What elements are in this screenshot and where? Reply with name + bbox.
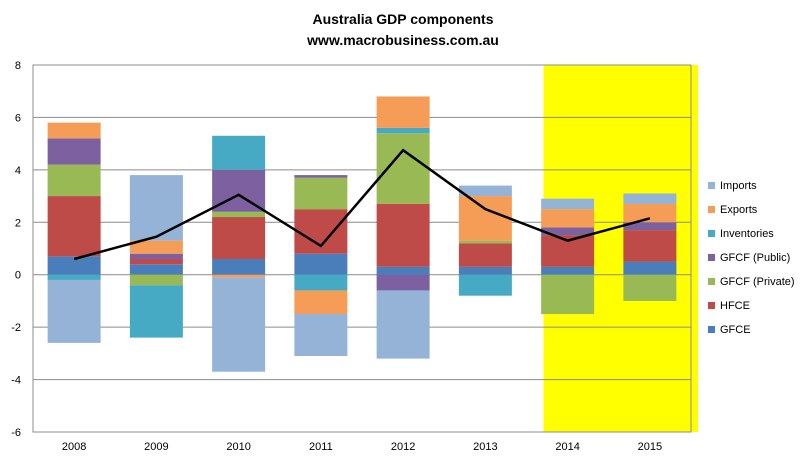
bar-segment-hfce-2009 [129,258,183,265]
bar-segment-inventories-2012 [376,127,430,134]
chart-title: Australia GDP components [312,11,493,27]
bar-segment-exports-2013 [458,196,512,241]
bar-segment-gfcf-private-2009 [129,274,183,286]
y-tick-label: -6 [11,427,21,439]
y-tick-label: -2 [11,322,21,334]
y-tick-label: 8 [15,60,21,72]
legend-swatch-exports [708,206,715,213]
x-tick-label: 2009 [144,441,168,453]
legend-swatch-gfce [708,326,715,333]
bar-segment-gfcf-public-2015 [623,222,677,231]
legend-label-imports: Imports [720,180,757,192]
y-tick-label: -4 [11,375,21,387]
gdp-line-path [73,148,651,261]
bar-segment-imports-2008 [47,279,101,343]
bar-segment-gfcf-public-2011 [294,175,348,178]
bar-segment-gfce-2008 [47,256,101,275]
legend-swatch-hfce [708,302,715,309]
bar-segment-inventories-2009 [129,285,183,338]
bar-segment-gfce-2015 [623,261,677,275]
bar-segment-imports-2010 [212,277,266,372]
gdp-line [73,148,651,261]
bar-segment-gfcf-private-2011 [294,177,348,210]
y-tick-label: 4 [15,165,21,177]
y-tick-label: 6 [15,112,21,124]
x-tick-label: 2010 [226,441,250,453]
legend-label-inventories: Inventories [720,228,774,240]
bar-segment-gfcf-private-2014 [541,274,595,315]
bar-segment-hfce-2013 [458,243,512,267]
bar-segment-inventories-2011 [294,274,348,291]
bar-segment-exports-2014 [541,209,595,228]
bar-segment-gfce-2012 [376,266,430,275]
bar-segment-exports-2012 [376,96,430,128]
bar-segment-gfce-2013 [458,266,512,275]
x-tick-label: 2014 [555,441,579,453]
bar-segment-imports-2009 [129,175,183,241]
x-tick-label: 2008 [62,441,86,453]
chart-subtitle: www.macrobusiness.com.au [306,32,499,48]
plot-border [32,64,692,433]
bar-segment-gfcf-public-2014 [541,227,595,236]
bar-segment-gfcf-private-2013 [458,240,512,244]
bar-segment-gfce-2011 [294,253,348,275]
bar-segment-imports-2011 [294,314,348,356]
bar-segment-hfce-2010 [212,217,266,259]
bar-segment-imports-2012 [376,290,430,359]
legend-swatch-imports [708,182,715,189]
legend-label-gfce: GFCE [720,324,751,336]
bar-segment-exports-2011 [294,290,348,315]
bar-segment-exports-2008 [47,122,101,139]
bar-segment-gfcf-private-2008 [47,164,101,197]
bar-segment-hfce-2012 [376,203,430,267]
bar-segment-hfce-2008 [47,196,101,257]
legend-swatch-inventories [708,230,715,237]
legend-label-gfcf-private: GFCF (Private) [720,276,795,288]
bar-segment-gfce-2014 [541,266,595,275]
bar-segment-gfcf-public-2009 [129,253,183,259]
bar-segment-gfcf-public-2008 [47,138,101,165]
bar-segment-inventories-2008 [47,274,101,280]
bar-segment-hfce-2015 [623,230,677,262]
bar-segment-imports-2014 [541,198,595,210]
bar-segment-exports-2015 [623,203,677,223]
bar-segment-inventories-2010 [212,135,266,170]
y-tick-label: 2 [15,217,21,229]
bar-stacks [47,96,677,372]
bar-segment-gfcf-public-2012 [376,274,430,291]
bar-segment-gfcf-private-2012 [376,133,430,204]
legend-swatch-gfcf-public [708,254,715,261]
bar-segment-gfce-2009 [129,264,183,275]
bar-segment-exports-2009 [129,240,183,254]
bar-segment-gfcf-private-2015 [623,274,677,301]
bar-segment-inventories-2013 [458,274,512,296]
bar-segment-imports-2015 [623,193,677,204]
legend-label-gfcf-public: GFCF (Public) [720,252,790,264]
legend: Imports Exports Inventories GFCF (Public) GF… [708,180,795,336]
x-tick-label: 2013 [473,441,497,453]
bar-segment-gfce-2010 [212,258,266,275]
bar-segment-exports-2010 [212,274,266,278]
x-tick-label: 2015 [638,441,662,453]
legend-label-exports: Exports [720,204,758,216]
bar-segment-gfcf-private-2010 [212,211,266,218]
bar-segment-imports-2013 [458,185,512,197]
axes: -6 -4 -2 0 2 4 6 8 2008 2009 2010 2011 2012 2013 2014 2… [11,60,692,453]
x-tick-label: 2012 [391,441,415,453]
x-tick-label: 2011 [309,441,333,453]
legend-swatch-gfcf-private [708,278,715,285]
legend-label-hfce: HFCE [720,300,750,312]
y-tick-label: 0 [15,270,21,282]
